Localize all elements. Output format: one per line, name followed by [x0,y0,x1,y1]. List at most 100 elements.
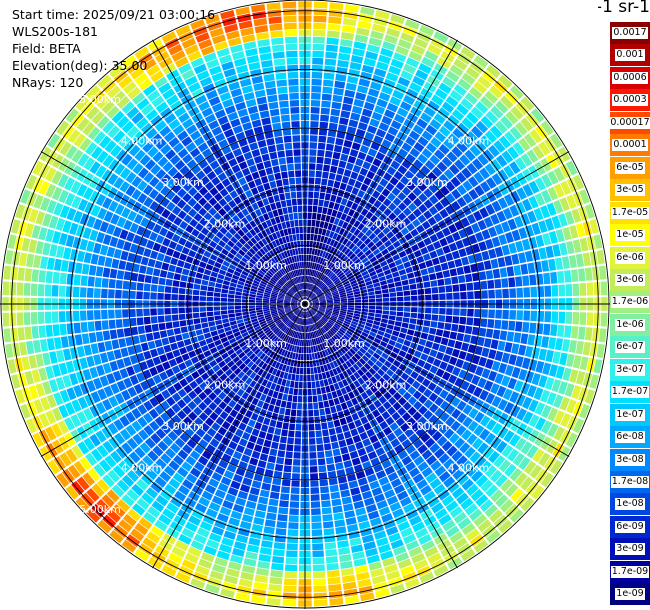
beta-gate-cell [261,379,269,387]
beta-gate-cell [149,420,160,432]
beta-gate-cell [340,300,348,303]
beta-gate-cell [309,445,317,452]
beta-gate-cell [386,27,401,38]
beta-gate-cell [437,278,445,286]
beta-gate-cell [352,48,365,57]
beta-gate-cell [354,353,361,360]
beta-gate-cell [241,257,249,264]
beta-gate-cell [295,331,299,339]
beta-gate-cell [321,243,326,251]
beta-gate-cell [541,336,550,348]
beta-gate-cell [83,408,94,421]
beta-gate-cell [335,196,343,204]
beta-gate-cell [489,85,503,99]
beta-gate-cell [263,276,270,282]
beta-gate-cell [356,85,369,94]
beta-gate-cell [408,546,423,558]
beta-gate-cell [420,484,432,496]
beta-gate-cell [446,292,453,300]
beta-gate-cell [326,348,332,355]
beta-gate-cell [286,351,291,358]
beta-gate-cell [350,428,359,437]
beta-gate-cell [168,358,178,368]
beta-gate-cell [306,339,309,347]
beta-gate-cell [116,499,131,513]
beta-gate-cell [293,345,297,353]
beta-gate-cell [288,329,293,336]
beta-gate-cell [220,588,235,598]
beta-gate-cell [317,149,325,157]
beta-gate-cell [271,484,281,493]
beta-gate-cell [271,441,279,450]
beta-gate-cell [171,233,181,243]
beta-gate-cell [442,76,456,89]
beta-gate-cell [316,156,324,164]
beta-gate-cell [451,450,463,462]
beta-gate-cell [248,296,256,300]
beta-gate-cell [509,161,521,175]
beta-gate-cell [270,307,277,311]
beta-gate-cell [452,127,465,140]
beta-gate-cell [435,247,445,257]
beta-gate-cell [197,455,209,466]
beta-gate-cell [218,360,226,368]
beta-gate-cell [326,308,333,311]
beta-gate-cell [332,326,339,332]
beta-gate-cell [291,306,298,309]
beta-gate-cell [222,260,230,268]
beta-gate-cell [257,139,267,148]
beta-gate-cell [217,426,227,436]
beta-gate-cell [206,539,220,550]
beta-gate-cell [378,54,391,65]
beta-gate-cell [387,472,399,482]
beta-gate-cell [350,55,364,64]
beta-gate-cell [417,416,428,427]
beta-gate-cell [161,564,177,577]
beta-gate-cell [256,184,265,193]
beta-gate-cell [56,349,65,363]
beta-gate-cell [386,432,397,442]
beta-gate-cell [423,362,432,371]
beta-gate-cell [417,214,427,224]
beta-gate-cell [359,358,367,366]
beta-gate-cell [361,296,369,300]
beta-gate-cell [565,160,578,176]
beta-gate-cell [420,353,429,362]
beta-gate-cell [404,19,420,30]
beta-gate-cell [451,250,460,260]
beta-gate-cell [225,415,235,424]
beta-gate-cell [582,221,593,236]
beta-gate-cell [560,413,572,428]
beta-gate-cell [368,196,377,205]
beta-gate-cell [165,407,176,418]
beta-gate-cell [242,366,250,374]
beta-gate-cell [324,193,331,201]
beta-gate-cell [99,135,112,149]
beta-gate-cell [305,268,308,276]
beta-gate-cell [373,372,382,381]
beta-gate-cell [136,317,144,326]
beta-gate-cell [101,309,108,320]
beta-gate-cell [65,108,79,123]
beta-gate-cell [320,235,325,243]
beta-gate-cell [387,244,395,252]
beta-gate-cell [316,322,321,328]
beta-gate-cell [322,286,329,292]
beta-gate-cell [155,364,165,374]
beta-gate-cell [291,304,298,306]
beta-gate-cell [314,373,319,381]
beta-gate-cell [410,228,419,237]
beta-gate-cell [484,504,498,518]
beta-gate-cell [456,266,465,276]
beta-gate-cell [33,399,44,414]
beta-gate-cell [363,541,377,551]
beta-gate-cell [343,430,352,439]
beta-gate-cell [537,311,545,322]
beta-gate-cell [340,39,353,48]
beta-gate-cell [333,309,340,313]
beta-gate-cell [306,290,308,297]
beta-gate-cell [291,305,298,308]
beta-gate-cell [393,325,401,332]
beta-gate-cell [113,248,122,259]
beta-gate-cell [346,400,354,408]
